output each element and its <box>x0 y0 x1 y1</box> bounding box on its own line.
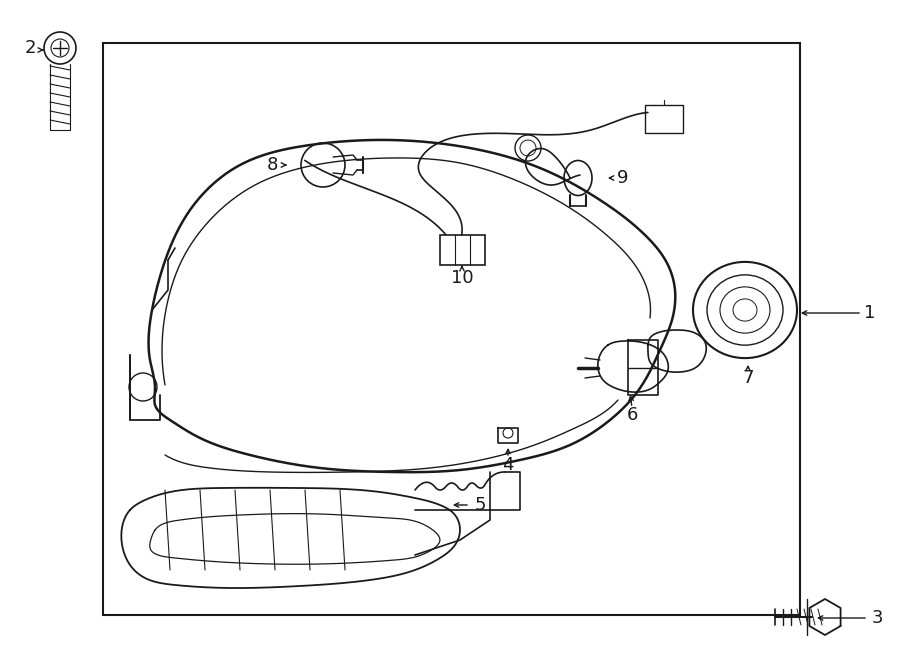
Bar <box>645 105 683 133</box>
Text: 7: 7 <box>742 369 754 387</box>
Text: 9: 9 <box>617 169 629 187</box>
Text: 3: 3 <box>871 609 883 627</box>
Text: 1: 1 <box>864 304 876 322</box>
Text: 10: 10 <box>451 269 473 287</box>
Text: 8: 8 <box>266 156 278 174</box>
Text: 2: 2 <box>24 39 36 57</box>
Bar <box>440 235 485 265</box>
Text: 5: 5 <box>474 496 486 514</box>
Text: 6: 6 <box>626 406 638 424</box>
Text: 4: 4 <box>502 456 514 474</box>
Bar <box>103 43 800 615</box>
